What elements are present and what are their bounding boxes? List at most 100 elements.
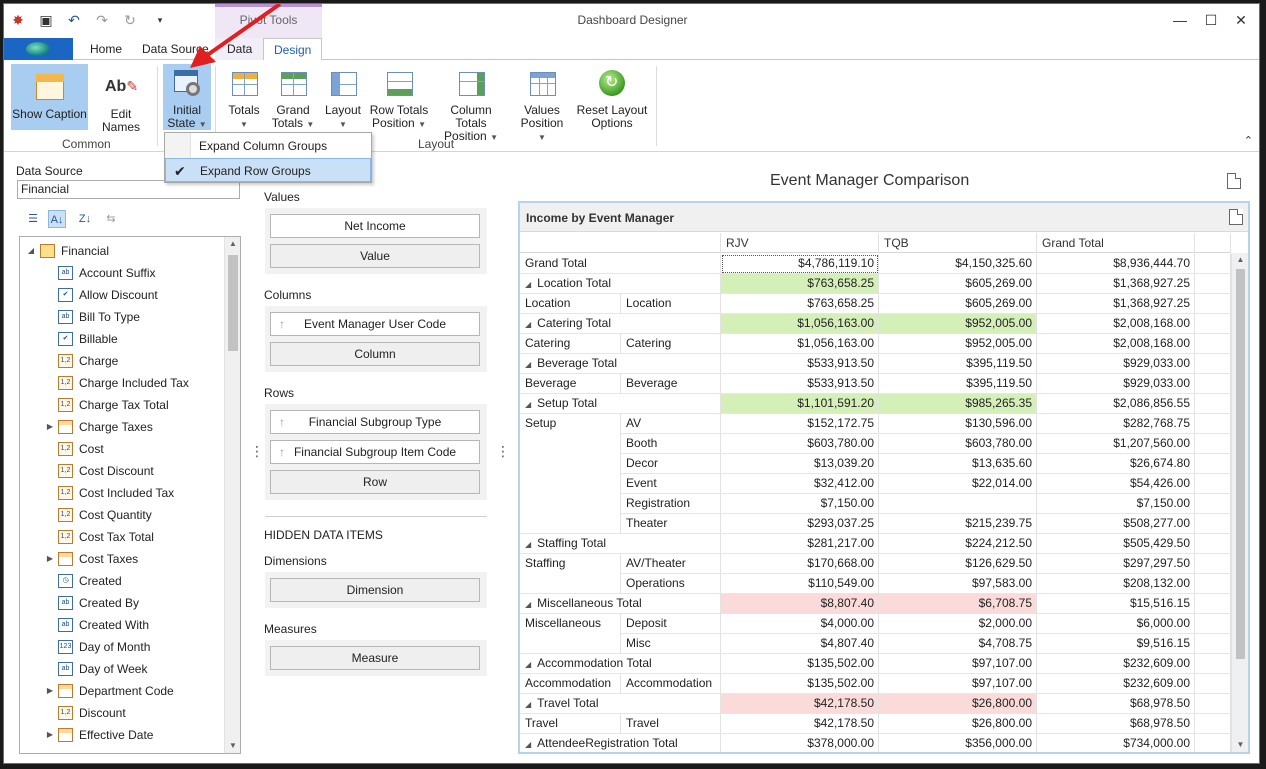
value-cell[interactable]: $9,516.15 xyxy=(1037,634,1195,654)
value-cell[interactable]: $22,014.00 xyxy=(879,474,1037,494)
menu-item-expand-row-groups[interactable]: ✔ Expand Row Groups xyxy=(165,158,371,182)
value-cell[interactable]: $8,936,444.70 xyxy=(1037,254,1195,274)
tab-home[interactable]: Home xyxy=(90,42,123,56)
scroll-down-icon[interactable]: ▼ xyxy=(229,741,237,750)
measure-placeholder[interactable]: Measure xyxy=(270,646,480,670)
value-cell[interactable]: $224,212.50 xyxy=(879,534,1037,554)
value-cell[interactable]: $232,609.00 xyxy=(1037,674,1195,694)
reset-layout-options-button[interactable]: ↻ Reset Layout Options xyxy=(576,64,648,130)
collapse-ribbon-icon[interactable]: ⌃ xyxy=(1243,135,1253,147)
tab-data-source[interactable]: Data Source xyxy=(142,42,209,56)
data-source-select[interactable]: Financial xyxy=(17,180,240,199)
value-cell[interactable]: $356,000.00 xyxy=(879,734,1037,752)
splitter-grip-icon[interactable]: ⋮ xyxy=(496,443,510,459)
save-icon[interactable]: ▣ xyxy=(39,12,53,28)
export-dashboard-icon[interactable] xyxy=(1227,173,1241,189)
collapse-group-icon[interactable]: ◢ xyxy=(525,320,532,329)
value-cell[interactable]: $32,412.00 xyxy=(721,474,879,494)
layout-button[interactable]: Layout ▼ xyxy=(322,64,364,130)
refresh-icon[interactable]: ↻ xyxy=(124,12,136,28)
value-cell[interactable]: $4,000.00 xyxy=(721,614,879,634)
value-cell[interactable]: $281,217.00 xyxy=(721,534,879,554)
value-cell[interactable]: $2,000.00 xyxy=(879,614,1037,634)
value-cell[interactable]: $1,056,163.00 xyxy=(721,334,879,354)
sort-ascending-icon[interactable]: A↓ xyxy=(48,210,66,228)
value-cell[interactable]: $293,037.25 xyxy=(721,514,879,534)
value-cell[interactable]: $152,172.75 xyxy=(721,414,879,434)
collapse-group-icon[interactable]: ◢ xyxy=(525,600,532,609)
value-cell[interactable]: $6,000.00 xyxy=(1037,614,1195,634)
value-cell[interactable]: $232,609.00 xyxy=(1037,654,1195,674)
column-totals-position-button[interactable]: Column Totals Position ▼ xyxy=(436,64,506,143)
value-cell[interactable]: $508,277.00 xyxy=(1037,514,1195,534)
tab-design[interactable]: Design xyxy=(263,38,323,61)
value-cell[interactable]: $952,005.00 xyxy=(879,314,1037,334)
value-cell[interactable]: $97,107.00 xyxy=(879,674,1037,694)
row-totals-position-button[interactable]: Row Totals Position ▼ xyxy=(369,64,429,130)
total-header-accommodation-total[interactable]: ◢ Accommodation Total xyxy=(520,654,721,674)
column-placeholder[interactable]: Column xyxy=(270,342,480,366)
value-cell[interactable]: $97,107.00 xyxy=(879,654,1037,674)
value-cell[interactable]: $1,101,591.20 xyxy=(721,394,879,414)
value-cell[interactable]: $395,119.50 xyxy=(879,374,1037,394)
value-cell[interactable]: $42,178.50 xyxy=(721,694,879,714)
value-cell[interactable]: $26,674.80 xyxy=(1037,454,1195,474)
refresh-fields-icon[interactable]: ⇆ xyxy=(106,213,116,225)
value-cell[interactable]: $26,800.00 xyxy=(879,714,1037,734)
value-cell[interactable]: $763,658.25 xyxy=(721,294,879,314)
value-cell[interactable]: $533,913.50 xyxy=(721,354,879,374)
value-cell[interactable]: $605,269.00 xyxy=(879,274,1037,294)
value-cell[interactable]: $208,132.00 xyxy=(1037,574,1195,594)
total-header-catering-total[interactable]: ◢ Catering Total xyxy=(520,314,721,334)
value-cell[interactable]: $505,429.50 xyxy=(1037,534,1195,554)
file-menu-button[interactable] xyxy=(4,38,73,60)
value-cell[interactable]: $4,786,119.10 xyxy=(721,254,879,274)
value-cell[interactable]: $215,239.75 xyxy=(879,514,1037,534)
dimension-placeholder[interactable]: Dimension xyxy=(270,578,480,602)
export-pivot-icon[interactable] xyxy=(1229,209,1243,225)
value-cell[interactable]: $378,000.00 xyxy=(721,734,879,752)
expand-icon[interactable]: ▶ xyxy=(46,422,54,431)
sort-arrow-icon[interactable]: ↑ xyxy=(279,317,285,331)
value-cell[interactable]: $2,008,168.00 xyxy=(1037,334,1195,354)
scroll-up-icon[interactable]: ▲ xyxy=(229,239,237,248)
value-cell[interactable]: $13,635.60 xyxy=(879,454,1037,474)
value-cell[interactable]: $126,629.50 xyxy=(879,554,1037,574)
value-cell[interactable]: $533,913.50 xyxy=(721,374,879,394)
row-item[interactable]: ↑ Financial Subgroup Item Code xyxy=(270,440,480,464)
collapse-group-icon[interactable]: ◢ xyxy=(525,400,532,409)
menu-item-expand-column-groups[interactable]: Expand Column Groups xyxy=(165,134,371,158)
value-cell[interactable]: $68,978.50 xyxy=(1037,714,1195,734)
value-placeholder[interactable]: Value xyxy=(270,244,480,268)
value-cell[interactable]: $1,368,927.25 xyxy=(1037,294,1195,314)
value-cell[interactable]: $68,978.50 xyxy=(1037,694,1195,714)
splitter-grip-icon[interactable]: ⋮ xyxy=(250,443,264,459)
value-cell[interactable]: $603,780.00 xyxy=(879,434,1037,454)
value-cell[interactable]: $110,549.00 xyxy=(721,574,879,594)
collapse-group-icon[interactable]: ◢ xyxy=(525,740,532,749)
value-cell[interactable]: $135,502.00 xyxy=(721,674,879,694)
value-cell[interactable] xyxy=(879,494,1037,514)
scroll-up-icon[interactable]: ▲ xyxy=(1236,255,1245,264)
value-cell[interactable]: $734,000.00 xyxy=(1037,734,1195,752)
total-header-beverage-total[interactable]: ◢ Beverage Total xyxy=(520,354,721,374)
value-cell[interactable]: $7,150.00 xyxy=(1037,494,1195,514)
scroll-down-icon[interactable]: ▼ xyxy=(1236,740,1245,749)
value-cell[interactable]: $929,033.00 xyxy=(1037,354,1195,374)
value-cell[interactable]: $395,119.50 xyxy=(879,354,1037,374)
edit-names-button[interactable]: Ab✎ Edit Names xyxy=(92,64,150,134)
value-cell[interactable]: $1,056,163.00 xyxy=(721,314,879,334)
value-cell[interactable]: $13,039.20 xyxy=(721,454,879,474)
value-cell[interactable]: $282,768.75 xyxy=(1037,414,1195,434)
redo-icon[interactable]: ↷ xyxy=(96,12,108,28)
group-fields-icon[interactable]: ☰ xyxy=(28,213,38,225)
total-header-miscellaneous-total[interactable]: ◢ Miscellaneous Total xyxy=(520,594,721,614)
sort-descending-icon[interactable]: Z↓ xyxy=(78,213,92,225)
sort-arrow-icon[interactable]: ↑ xyxy=(279,415,285,429)
collapse-group-icon[interactable]: ◢ xyxy=(525,360,532,369)
row-placeholder[interactable]: Row xyxy=(270,470,480,494)
tab-data[interactable]: Data xyxy=(227,42,253,56)
maximize-button[interactable]: ☐ xyxy=(1204,12,1218,28)
values-position-button[interactable]: Values Position ▼ xyxy=(516,64,568,142)
expand-icon[interactable]: ▶ xyxy=(46,686,54,695)
